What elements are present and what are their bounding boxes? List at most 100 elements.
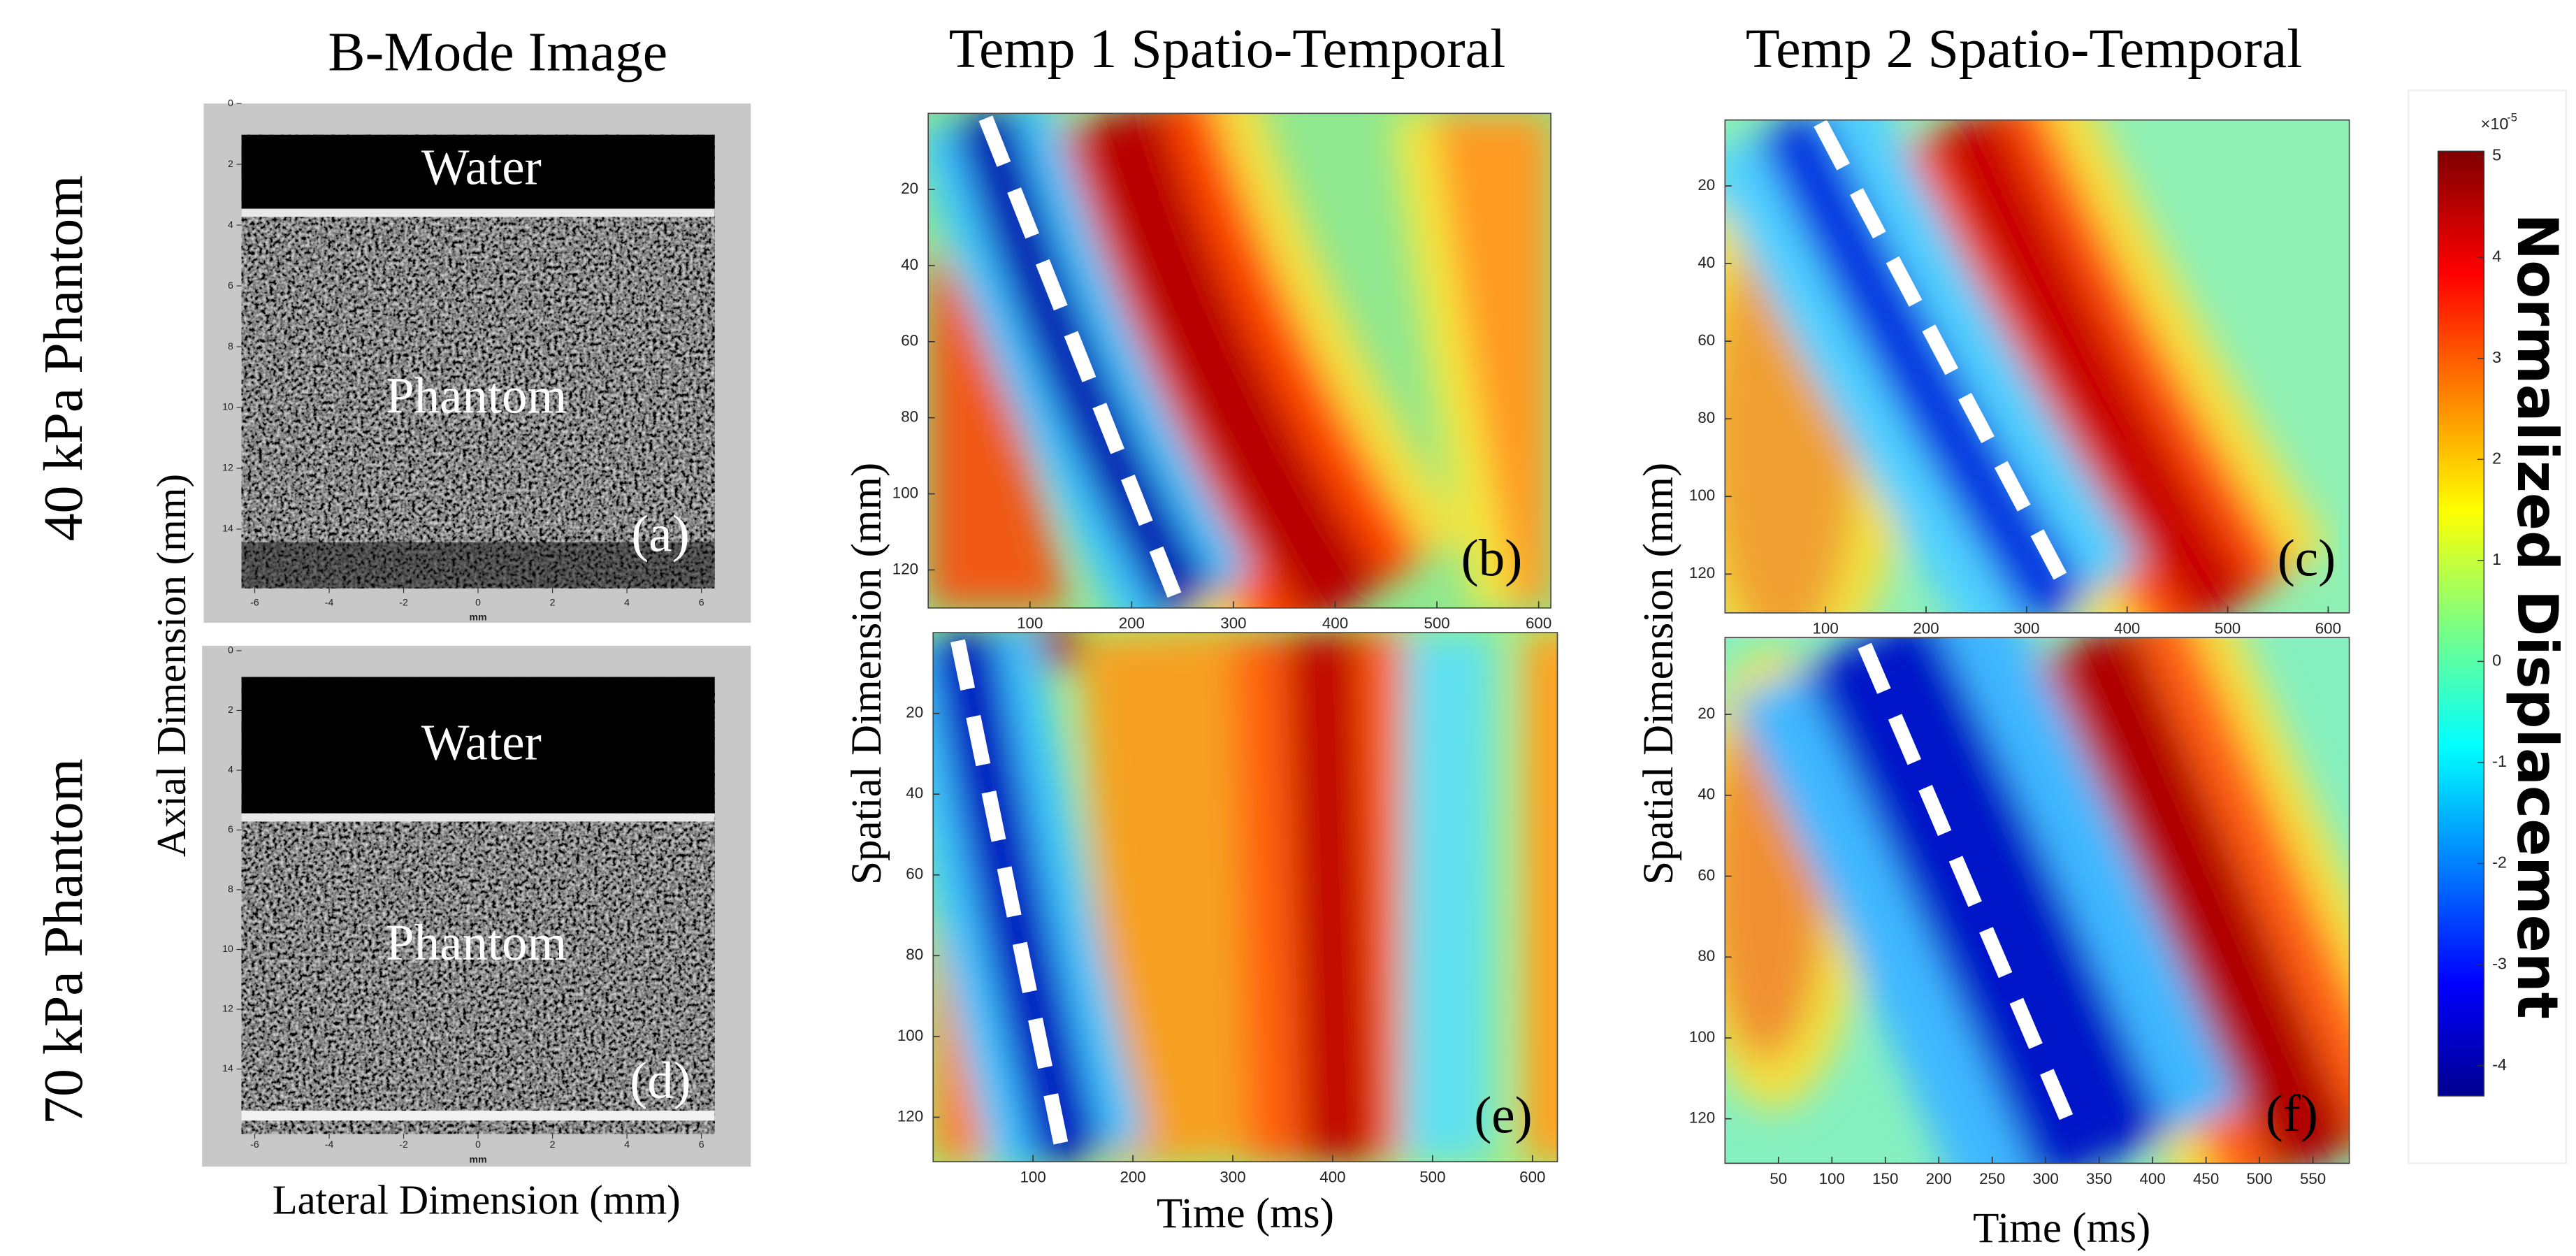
colorbar-multiplier: ×10 bbox=[2481, 115, 2509, 133]
x-tick-label: 0 bbox=[475, 1139, 481, 1150]
y-tick-label: 10 bbox=[222, 401, 233, 412]
x-tick-label: 100 bbox=[1813, 619, 1839, 637]
y-tick-label: 40 bbox=[901, 256, 918, 273]
y-tick-label: 100 bbox=[897, 1027, 923, 1044]
y-tick-label: 60 bbox=[1698, 331, 1715, 349]
y-tick-label: 10 bbox=[222, 943, 233, 954]
heatmap-shape bbox=[1080, 633, 1269, 1162]
x-tick-label: 150 bbox=[1872, 1170, 1898, 1188]
heatmap-shape bbox=[1429, 113, 1551, 608]
x-tick-label: 400 bbox=[1322, 614, 1348, 632]
x-tick-label: 300 bbox=[2013, 619, 2039, 637]
x-tick-label: 100 bbox=[1017, 614, 1043, 632]
x-tick-label: 500 bbox=[2215, 619, 2241, 637]
x-tick-label: 4 bbox=[624, 1139, 630, 1150]
y-tick-label: 8 bbox=[228, 340, 233, 352]
x-axis-label: Time (ms) bbox=[1973, 1205, 2150, 1252]
colorbar-tick-label: -3 bbox=[2492, 954, 2507, 972]
bmode-d bbox=[202, 645, 751, 1167]
heatmap-shape bbox=[241, 813, 715, 822]
x-tick-label: 200 bbox=[1120, 1168, 1145, 1185]
y-tick-label: 40 bbox=[906, 784, 923, 802]
x-tick-label: 50 bbox=[1770, 1170, 1787, 1188]
y-tick-label: 80 bbox=[1698, 947, 1715, 965]
y-axis-label: Axial Dimension (mm) bbox=[149, 474, 194, 857]
y-tick-label: 14 bbox=[222, 1062, 233, 1074]
y-tick-label: 2 bbox=[228, 704, 233, 715]
x-tick-label: 500 bbox=[1419, 1168, 1445, 1185]
x-tick-label: -4 bbox=[325, 1139, 334, 1150]
x-unit-label: mm bbox=[470, 1153, 487, 1164]
colorbar-tick-label: 4 bbox=[2492, 247, 2501, 265]
y-tick-label: 8 bbox=[228, 883, 233, 895]
heatmap-shape bbox=[241, 677, 715, 814]
x-tick-label: 200 bbox=[1926, 1170, 1952, 1188]
x-tick-label: 600 bbox=[1526, 614, 1551, 632]
colorbar-label: Normalized Displacement bbox=[2505, 213, 2570, 1019]
x-tick-label: 4 bbox=[624, 596, 630, 607]
column-title: Temp 2 Spatio-Temporal bbox=[1746, 18, 2303, 80]
plot-frame bbox=[927, 113, 1551, 609]
x-tick-label: 550 bbox=[2300, 1170, 2326, 1188]
x-tick-label: 500 bbox=[2246, 1170, 2272, 1188]
panel-tag: (c) bbox=[2278, 530, 2336, 588]
y-tick-label: 60 bbox=[906, 865, 923, 883]
region-label: Water bbox=[421, 714, 542, 770]
colorbar-tick-label: 3 bbox=[2492, 348, 2501, 366]
colorbar bbox=[2437, 150, 2485, 1097]
heatmap-shape bbox=[1756, 120, 2091, 613]
heatmap bbox=[1725, 637, 2350, 1164]
colorbar-tick-label: -2 bbox=[2492, 853, 2507, 872]
heatmap-shape bbox=[1814, 120, 2077, 598]
y-tick-label: 0 bbox=[228, 97, 233, 108]
y-tick-label: 120 bbox=[1689, 1109, 1715, 1127]
x-tick-label: 6 bbox=[699, 596, 704, 607]
heatmap-shape bbox=[1073, 113, 1386, 608]
heatmap-shape bbox=[952, 113, 1219, 608]
region-label: Water bbox=[421, 139, 542, 196]
y-tick-label: 6 bbox=[228, 823, 233, 835]
heatmap-shape bbox=[241, 1111, 715, 1121]
heatmap-shape bbox=[933, 633, 1558, 1162]
y-tick-label: 2 bbox=[228, 158, 233, 169]
y-tick-label: 20 bbox=[1698, 705, 1715, 722]
y-tick-label: 100 bbox=[892, 484, 918, 501]
x-tick-label: 350 bbox=[2086, 1170, 2112, 1188]
heatmap-shape bbox=[1858, 642, 2081, 1137]
x-tick-label: -2 bbox=[399, 1139, 408, 1150]
panel-tag: (f) bbox=[2266, 1085, 2318, 1143]
colorbar-frame bbox=[2408, 89, 2568, 1164]
heatmap-shape bbox=[1401, 633, 1495, 1162]
region-label: Phantom bbox=[386, 367, 567, 424]
panel-tag: (e) bbox=[1474, 1087, 1532, 1145]
y-tick-label: 120 bbox=[1689, 564, 1715, 582]
x-tick-label: 300 bbox=[1220, 1168, 1245, 1185]
heatmap-shape bbox=[1725, 637, 2350, 1164]
y-tick-label: 80 bbox=[906, 946, 923, 963]
heatmap-shape bbox=[1725, 120, 2331, 613]
colorbar-tick-label: 1 bbox=[2492, 550, 2501, 568]
y-tick-label: 20 bbox=[901, 180, 918, 197]
y-tick-label: 100 bbox=[1689, 1028, 1715, 1046]
colorbar-tick-label: 2 bbox=[2492, 449, 2501, 467]
x-tick-label: 300 bbox=[2033, 1170, 2059, 1188]
heatmap-shape bbox=[1929, 120, 2258, 613]
x-tick-label: 6 bbox=[699, 1139, 704, 1150]
x-tick-label: 500 bbox=[1424, 614, 1449, 632]
y-tick-label: 80 bbox=[901, 408, 918, 426]
y-tick-label: 100 bbox=[1689, 486, 1715, 504]
x-axis-label: Lateral Dimension (mm) bbox=[273, 1178, 681, 1223]
x-tick-label: 100 bbox=[1020, 1168, 1046, 1185]
plot-frame bbox=[1724, 637, 2350, 1164]
heatmap-shape bbox=[2048, 637, 2350, 1164]
y-tick-label: 6 bbox=[228, 280, 233, 291]
heatmap-shape bbox=[241, 208, 715, 217]
x-tick-label: -4 bbox=[325, 596, 334, 607]
colorbar-tick-label: -1 bbox=[2492, 752, 2507, 770]
y-tick-label: 12 bbox=[222, 462, 233, 473]
x-axis-label: Time (ms) bbox=[1157, 1190, 1334, 1237]
heatmap bbox=[933, 633, 1558, 1162]
colorbar-tick-label: 0 bbox=[2492, 651, 2501, 670]
